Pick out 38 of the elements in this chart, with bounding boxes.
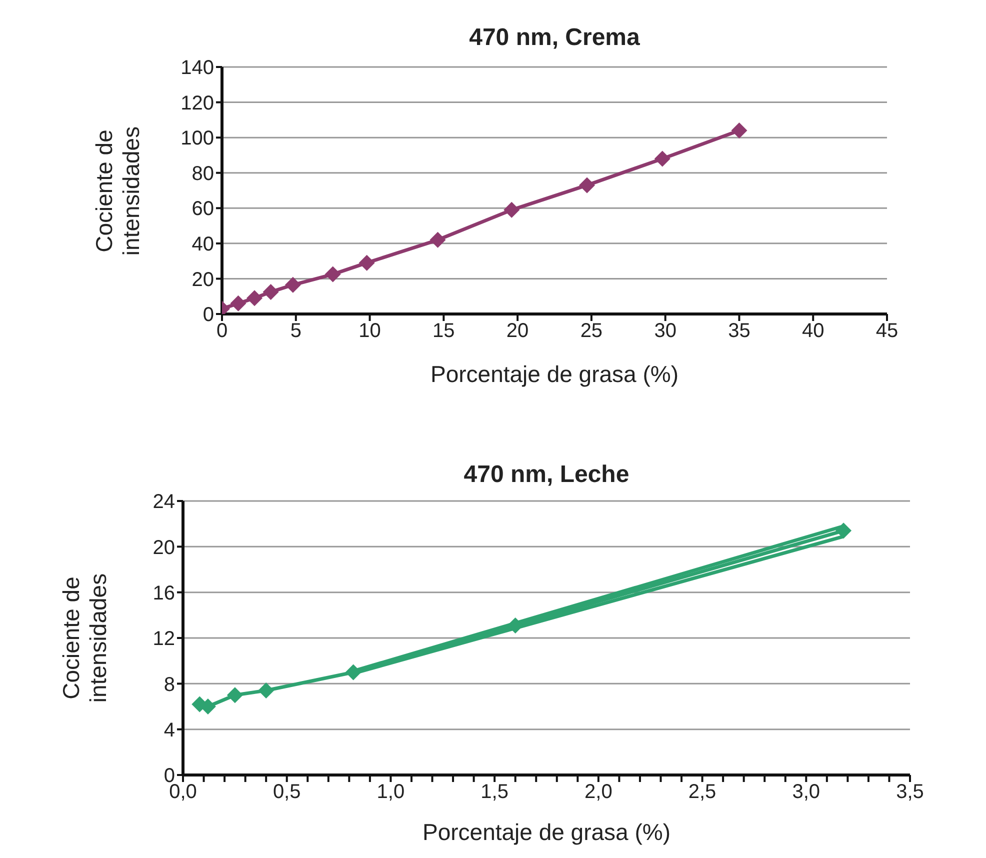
y-tick-label: 20 (192, 268, 214, 291)
chart-title: 470 nm, Leche (462, 461, 630, 489)
y-tick-label: 0 (202, 304, 214, 326)
x-tick-label: 2,0 (584, 781, 612, 804)
x-tick-label: 0,0 (169, 781, 197, 804)
x-axis-title: Porcentaje de grasa (%) (429, 361, 680, 388)
y-axis-title: Cociente de intensidades (90, 124, 145, 258)
y-tick-label: 120 (180, 92, 214, 114)
y-tick-label: 8 (164, 674, 175, 696)
y-tick-label: 40 (192, 234, 214, 256)
x-tick-label: 10 (358, 320, 381, 342)
y-tick-label: 12 (152, 628, 175, 650)
y-axis-title: Cociente de intensidades (57, 572, 112, 705)
y-tick-label: 80 (192, 162, 214, 185)
x-axis-title: Porcentaje de grasa (%) (421, 819, 672, 846)
y-tick-label: 16 (152, 582, 175, 604)
x-tick-label: 1,5 (480, 781, 508, 804)
x-tick-label: 45 (876, 320, 898, 342)
y-tick-label: 24 (152, 491, 175, 514)
y-tick-label: 60 (192, 198, 214, 220)
x-tick-label: 20 (506, 320, 529, 342)
chart-title: 470 nm, Crema (468, 24, 641, 52)
x-tick-label: 5 (290, 320, 302, 342)
x-tick-label: 3,0 (792, 781, 820, 804)
x-tick-label: 0,5 (272, 781, 301, 804)
x-tick-label: 40 (802, 320, 824, 342)
x-tick-label: 35 (728, 320, 750, 342)
x-tick-label: 2,5 (688, 781, 716, 804)
x-tick-label: 25 (580, 320, 603, 342)
y-tick-label: 20 (152, 536, 175, 559)
x-tick-label: 0 (216, 320, 228, 342)
y-tick-label: 100 (180, 128, 214, 150)
y-tick-label: 4 (164, 719, 175, 742)
x-tick-label: 3,5 (896, 781, 924, 804)
x-tick-label: 30 (654, 320, 676, 342)
x-tick-label: 1,0 (376, 781, 405, 804)
x-tick-label: 15 (432, 320, 455, 342)
y-tick-label: 140 (180, 57, 214, 80)
